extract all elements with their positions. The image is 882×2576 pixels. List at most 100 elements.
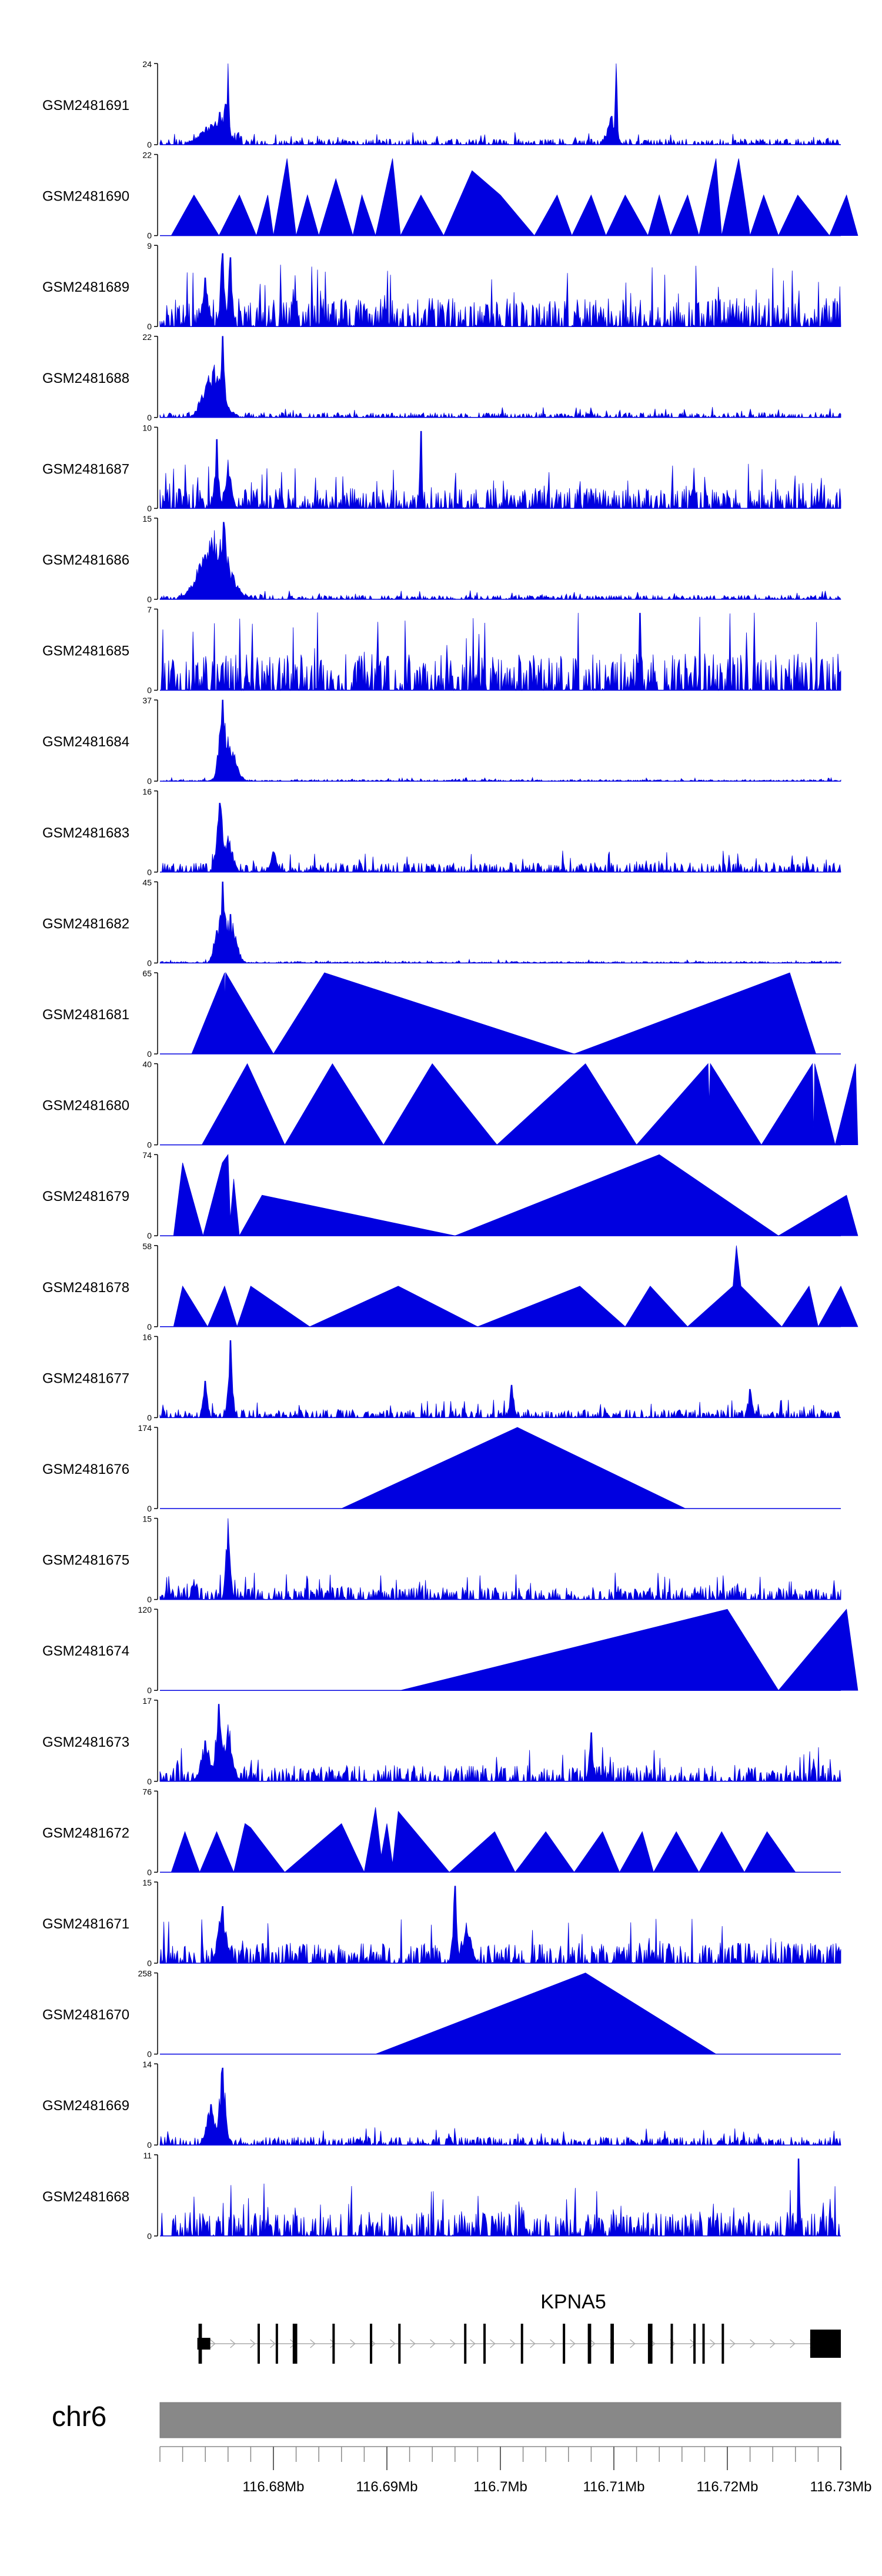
y-axis-max-label: 17 (142, 1696, 152, 1706)
y-axis-max-label: 120 (138, 1605, 152, 1614)
track-GSM2481684: GSM2481684 37 0 (42, 696, 841, 786)
track-label: GSM2481684 (42, 734, 129, 750)
y-axis-min-label: 0 (147, 1049, 152, 1059)
signal-area (159, 1704, 841, 1783)
y-axis-max-label: 76 (142, 1787, 152, 1796)
track-label: GSM2481674 (42, 1643, 129, 1659)
y-axis-min-label: 0 (147, 776, 152, 786)
y-axis-min-label: 0 (147, 2231, 152, 2241)
gene-exon (275, 2324, 278, 2364)
intron-arrow (710, 2339, 716, 2348)
track-GSM2481687: GSM2481687 10 0 (42, 423, 841, 513)
intron-arrow (530, 2339, 536, 2348)
track-GSM2481688: GSM2481688 22 0 (42, 332, 841, 422)
y-axis-max-label: 15 (142, 1878, 152, 1887)
track-GSM2481673: GSM2481673 17 0 (42, 1696, 841, 1786)
y-axis-min-label: 0 (147, 1867, 152, 1877)
y-axis-min-label: 0 (147, 231, 152, 241)
y-axis-min-label: 0 (147, 1322, 152, 1332)
y-axis-min-label: 0 (147, 686, 152, 695)
y-axis-min-label: 0 (147, 2050, 152, 2059)
track-label: GSM2481681 (42, 1007, 129, 1023)
track-label: GSM2481670 (42, 2007, 129, 2023)
gene-model-track: KPNA5 (197, 2291, 841, 2364)
track-label: GSM2481676 (42, 1461, 129, 1477)
intron-arrow (490, 2339, 496, 2348)
intron-arrow (550, 2339, 556, 2348)
y-axis-max-label: 15 (142, 1514, 152, 1524)
gene-exon (721, 2324, 724, 2364)
gene-exon (693, 2324, 696, 2364)
intron-arrow (790, 2339, 796, 2348)
signal-area (160, 2158, 841, 2237)
y-axis-min-label: 0 (147, 1231, 152, 1240)
axis-tick-label: 116.7Mb (473, 2479, 527, 2495)
gene-exon (197, 2338, 211, 2350)
intron-arrow (210, 2339, 216, 2348)
y-axis-max-label: 174 (138, 1423, 152, 1433)
y-axis-min-label: 0 (147, 1140, 152, 1150)
signal-area (159, 1518, 841, 1601)
track-GSM2481675: GSM2481675 15 0 (42, 1514, 841, 1604)
signal-area (173, 1153, 858, 1237)
gene-exon (702, 2324, 705, 2364)
track-label: GSM2481686 (42, 552, 129, 568)
track-label: GSM2481691 (42, 98, 129, 114)
y-axis-min-label: 0 (147, 1413, 152, 1422)
signal-area (159, 1886, 841, 1964)
signal-area (159, 63, 841, 146)
gene-exon (292, 2324, 298, 2364)
intron-arrow (250, 2339, 256, 2348)
track-label: GSM2481673 (42, 1734, 129, 1750)
intron-arrow (230, 2339, 236, 2348)
track-label: GSM2481687 (42, 461, 129, 477)
gene-exon (587, 2324, 592, 2364)
gene-exon (332, 2324, 335, 2364)
y-axis-max-label: 16 (142, 787, 152, 796)
gene-exon (520, 2324, 523, 2364)
track-GSM2481685: GSM2481685 7 0 (42, 605, 841, 695)
signal-area (159, 2067, 841, 2146)
signal-tracks: GSM2481691240GSM2481690220GSM248168990GS… (42, 59, 858, 2241)
y-axis-max-label: 11 (143, 2151, 152, 2160)
gene-exon (610, 2324, 614, 2364)
track-label: GSM2481688 (42, 371, 129, 386)
track-GSM2481680: GSM2481680 40 0 (42, 1060, 858, 1150)
intron-arrow (590, 2339, 596, 2348)
y-axis-min-label: 0 (147, 867, 152, 877)
track-GSM2481682: GSM2481682 45 0 (42, 877, 841, 967)
axis-tick-label: 116.68Mb (243, 2479, 305, 2495)
y-axis-max-label: 10 (142, 423, 152, 432)
y-axis-max-label: 9 (147, 241, 152, 251)
intron-arrow (430, 2339, 436, 2348)
track-GSM2481669: GSM2481669 14 0 (42, 2060, 841, 2150)
track-label: GSM2481689 (42, 279, 129, 295)
y-axis-min-label: 0 (147, 595, 152, 604)
y-axis-min-label: 0 (147, 1686, 152, 1695)
y-axis-min-label: 0 (147, 413, 152, 422)
y-axis-max-label: 74 (142, 1150, 152, 1160)
y-axis-max-label: 16 (142, 1332, 152, 1342)
track-GSM2481690: GSM2481690 22 0 (42, 151, 858, 241)
intron-arrow (470, 2339, 476, 2348)
intron-arrow (750, 2339, 756, 2348)
axis-tick-label: 116.71Mb (583, 2479, 645, 2495)
signal-area (159, 336, 841, 419)
intron-arrow (410, 2339, 416, 2348)
gene-exon (647, 2324, 653, 2364)
track-GSM2481670: GSM2481670 258 0 (42, 1969, 841, 2059)
track-GSM2481683: GSM2481683 16 0 (42, 787, 841, 877)
y-axis-max-label: 258 (138, 1969, 152, 1978)
track-label: GSM2481668 (42, 2189, 129, 2205)
track-GSM2481678: GSM2481678 58 0 (42, 1242, 858, 1332)
y-axis-min-label: 0 (147, 322, 152, 331)
y-axis-max-label: 14 (142, 2060, 152, 2069)
chromosome-label: chr6 (52, 2401, 106, 2432)
track-GSM2481668: GSM2481668 11 0 (42, 2151, 841, 2241)
y-axis-max-label: 22 (142, 151, 152, 160)
track-GSM2481671: GSM2481671 15 0 (42, 1878, 841, 1968)
y-axis-max-label: 40 (142, 1060, 152, 1069)
track-GSM2481679: GSM2481679 74 0 (42, 1150, 858, 1240)
intron-arrow (270, 2339, 276, 2348)
